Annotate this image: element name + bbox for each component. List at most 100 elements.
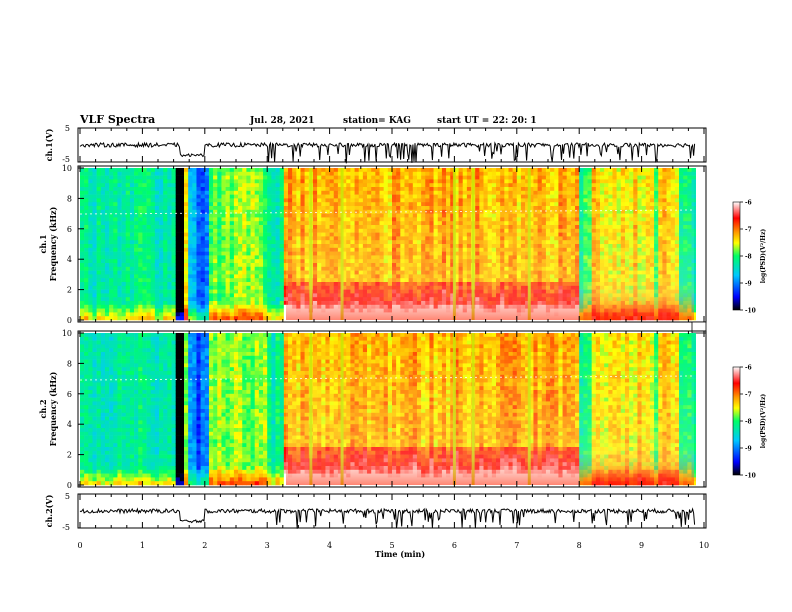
spectrogram-cell (92, 263, 97, 268)
spectrogram-cell (121, 278, 127, 283)
spectrogram-cell (171, 179, 176, 184)
spectrogram-cell (204, 308, 210, 313)
spectrogram-cell (263, 190, 268, 195)
spectrogram-cell (246, 316, 251, 321)
spectrogram-cell (250, 316, 256, 321)
spectrogram-cell (254, 301, 260, 306)
spectrogram-cell (171, 202, 176, 207)
spectrogram-cell (254, 247, 260, 252)
spectrogram-cell (113, 198, 118, 203)
spectrogram-cell (217, 247, 222, 252)
spectrogram-cell (221, 225, 226, 230)
spectrogram-cell (279, 171, 285, 176)
spectrogram-cell (213, 312, 218, 317)
spectrogram-cell (96, 202, 102, 207)
spectrogram-cell (113, 266, 118, 271)
spectrogram-cell (250, 285, 256, 290)
spectrogram-cell (204, 194, 210, 199)
spectrogram-cell (96, 171, 102, 176)
spectrogram-cell (238, 206, 243, 211)
spectrogram-cell (238, 187, 243, 192)
spectrogram-cell (159, 244, 164, 249)
spectrogram-cell (113, 179, 118, 184)
spectrogram-cell (113, 217, 118, 222)
spectrogram-cell (117, 251, 122, 256)
spectrogram-cell (200, 206, 206, 211)
spectrogram-cell (109, 190, 114, 195)
spectrogram-cell (113, 278, 118, 283)
spectrogram-cell (121, 179, 127, 184)
spectrogram-cell (267, 190, 272, 195)
spectrogram-cell (109, 247, 114, 252)
spectrogram-cell (271, 225, 276, 230)
spectrogram-cell (258, 293, 264, 298)
spectrogram-cell (154, 187, 160, 192)
spectrogram-cell (96, 255, 102, 260)
spectrogram-cell (179, 259, 185, 264)
spectrogram-cell (258, 255, 264, 260)
spectrogram-cell (204, 209, 210, 214)
spectrogram-cell (129, 194, 135, 199)
spectrogram-cell (208, 282, 214, 287)
spectrogram-cell (279, 304, 285, 309)
figure-title: VLF Spectra (79, 113, 155, 126)
spectrogram-cell (267, 171, 272, 176)
spectrogram-cell (138, 187, 143, 192)
spectrogram-cell (225, 301, 231, 306)
spectrogram-cell (275, 217, 280, 222)
spectrogram-cell (146, 263, 152, 268)
spectrogram-cell (80, 232, 85, 237)
spectrogram-cell (88, 316, 93, 321)
spectrogram-cell (129, 175, 135, 180)
spectrogram-cell (204, 289, 210, 294)
spectrogram-cell (238, 217, 243, 222)
spectrogram-cell (238, 213, 243, 218)
spectrogram-cell (146, 198, 152, 203)
spectrogram-cell (179, 213, 185, 218)
spectrogram-cell (167, 304, 172, 309)
spectrogram-cell (225, 255, 231, 260)
spectrogram-cell (92, 301, 97, 306)
spectrogram-cell (213, 190, 218, 195)
spectrogram-cell (96, 225, 102, 230)
spectrogram-cell (84, 202, 89, 207)
spectrogram-cell (225, 190, 231, 195)
spectrogram-cell (96, 304, 102, 309)
spectrogram-cell (188, 221, 193, 226)
spectrogram-cell (84, 236, 89, 241)
spectrogram-cell (208, 259, 214, 264)
spectrogram-cell (121, 232, 127, 237)
spectrogram-cell (200, 175, 206, 180)
spectrogram-cell (238, 312, 243, 317)
spectrogram-cell (125, 221, 131, 226)
spectrogram-cell (134, 228, 139, 233)
spectrogram-cell (80, 236, 85, 241)
spectrogram-cell (238, 225, 243, 230)
spectrogram-cell (175, 312, 181, 317)
spectrogram-cell (242, 183, 247, 188)
spectrogram-cell (229, 289, 235, 294)
spectrogram-cell (179, 217, 185, 222)
spectrogram-cell (146, 206, 152, 211)
spectrogram-cell (142, 221, 147, 226)
spectrogram-cell (138, 289, 143, 294)
spectrogram-cell (221, 217, 226, 222)
spectrogram-cell (267, 289, 272, 294)
spectrogram-cell (117, 209, 122, 214)
spectrogram-cell (121, 293, 127, 298)
spectrogram-cell (204, 259, 210, 264)
spectrogram-cell (154, 251, 160, 256)
spectrogram-cell (175, 308, 181, 313)
spectrogram-cell (109, 175, 114, 180)
spectrogram-cell (184, 255, 189, 260)
spectrogram-cell (138, 274, 143, 279)
spectrogram-cell (179, 282, 185, 287)
spectrogram-cell (163, 301, 168, 306)
spectrogram-cell (84, 278, 89, 283)
spectrogram-cell (167, 206, 172, 211)
spectrogram-cell (275, 232, 280, 237)
spectrogram-cell (242, 179, 247, 184)
spectrogram-cell (192, 194, 197, 199)
spectrogram-cell (250, 289, 256, 294)
spectrogram-cell (109, 171, 114, 176)
